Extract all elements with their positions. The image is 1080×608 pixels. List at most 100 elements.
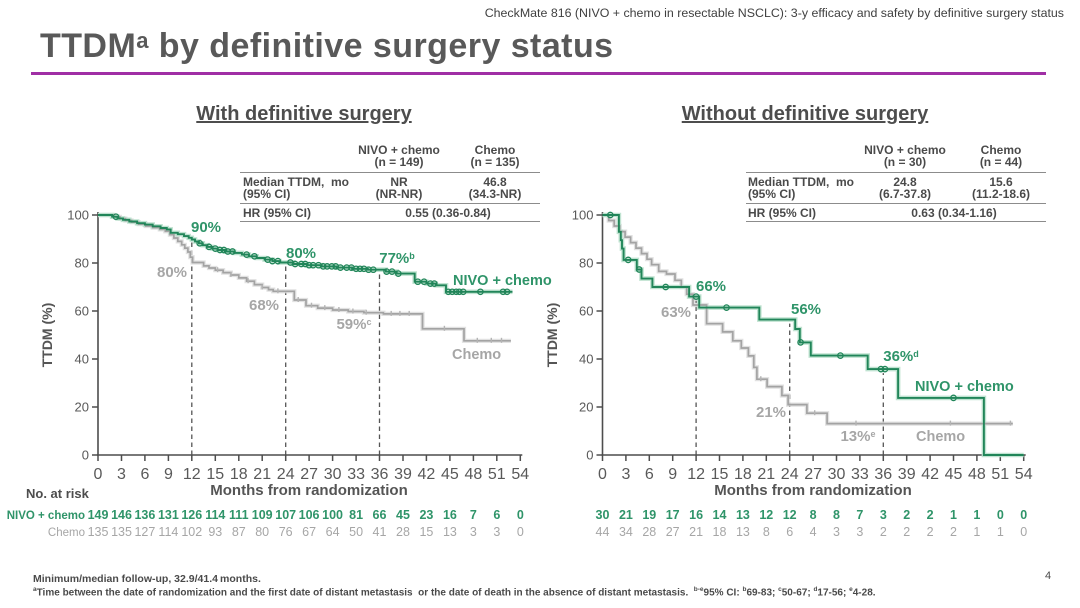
svg-text:16: 16 [443, 508, 457, 522]
svg-text:20: 20 [75, 400, 89, 415]
svg-text:15: 15 [419, 525, 433, 539]
svg-text:42: 42 [418, 466, 436, 483]
svg-text:77%b: 77%b [379, 250, 415, 267]
svg-text:80: 80 [255, 525, 269, 539]
svg-text:1: 1 [973, 508, 980, 522]
svg-text:20: 20 [579, 400, 593, 415]
svg-text:21: 21 [689, 525, 703, 539]
svg-text:51: 51 [488, 466, 506, 483]
svg-text:48: 48 [465, 466, 483, 483]
svg-text:66%: 66% [696, 278, 726, 295]
svg-text:114: 114 [158, 525, 178, 539]
svg-text:12: 12 [687, 466, 705, 483]
svg-text:17: 17 [666, 508, 680, 522]
svg-text:36: 36 [874, 466, 892, 483]
svg-text:45: 45 [441, 466, 459, 483]
svg-text:80%: 80% [157, 264, 187, 281]
svg-text:0: 0 [997, 508, 1004, 522]
svg-text:39: 39 [394, 466, 412, 483]
svg-text:13: 13 [736, 525, 750, 539]
svg-text:6: 6 [140, 466, 149, 483]
svg-text:54: 54 [511, 466, 529, 483]
svg-text:109: 109 [252, 508, 273, 522]
svg-text:44: 44 [596, 525, 610, 539]
svg-text:8: 8 [833, 508, 840, 522]
svg-text:28: 28 [396, 525, 410, 539]
svg-text:0: 0 [598, 466, 607, 483]
svg-text:1: 1 [973, 525, 980, 539]
svg-text:80: 80 [579, 256, 593, 271]
svg-text:TTDM (%): TTDM (%) [544, 303, 560, 368]
svg-text:135: 135 [88, 525, 109, 539]
svg-text:87: 87 [232, 525, 246, 539]
svg-text:6: 6 [493, 508, 500, 522]
svg-text:36: 36 [371, 466, 389, 483]
svg-text:59%c: 59%c [336, 316, 371, 333]
svg-text:111: 111 [229, 508, 249, 522]
svg-text:16: 16 [689, 508, 703, 522]
svg-text:33: 33 [851, 466, 869, 483]
svg-text:30: 30 [596, 508, 610, 522]
svg-text:28: 28 [642, 525, 656, 539]
svg-text:3: 3 [833, 525, 840, 539]
svg-text:0: 0 [1020, 508, 1027, 522]
svg-text:18: 18 [734, 466, 752, 483]
svg-text:24: 24 [277, 466, 295, 483]
svg-text:56%: 56% [791, 301, 821, 318]
svg-text:0: 0 [586, 448, 593, 463]
svg-text:51: 51 [991, 466, 1009, 483]
svg-text:TTDM (%): TTDM (%) [39, 303, 55, 368]
svg-text:81: 81 [349, 508, 363, 522]
svg-text:39: 39 [898, 466, 916, 483]
svg-text:80%: 80% [286, 245, 316, 262]
svg-text:67: 67 [302, 525, 316, 539]
svg-text:0: 0 [517, 525, 524, 539]
svg-text:12: 12 [759, 508, 773, 522]
svg-text:2: 2 [903, 525, 910, 539]
svg-text:30: 30 [324, 466, 342, 483]
svg-text:127: 127 [134, 525, 155, 539]
svg-text:3: 3 [856, 525, 863, 539]
svg-text:107: 107 [275, 508, 296, 522]
svg-text:NIVO + chemo: NIVO + chemo [453, 273, 552, 289]
svg-text:126: 126 [181, 508, 202, 522]
svg-text:13: 13 [736, 508, 750, 522]
svg-text:45: 45 [945, 466, 963, 483]
svg-text:Chemo: Chemo [916, 429, 965, 445]
svg-text:50: 50 [349, 525, 363, 539]
svg-text:3: 3 [880, 508, 887, 522]
svg-text:7: 7 [856, 508, 863, 522]
svg-text:13%e: 13%e [840, 428, 875, 445]
svg-text:68%: 68% [249, 297, 279, 314]
svg-text:66: 66 [373, 508, 387, 522]
svg-text:0: 0 [517, 508, 524, 522]
svg-text:76: 76 [279, 525, 293, 539]
svg-text:15: 15 [206, 466, 224, 483]
svg-text:33: 33 [347, 466, 365, 483]
svg-text:2: 2 [927, 508, 934, 522]
svg-text:9: 9 [668, 466, 677, 483]
svg-text:0: 0 [1020, 525, 1027, 539]
svg-text:Months from randomization: Months from randomization [210, 482, 408, 499]
svg-text:106: 106 [299, 508, 320, 522]
svg-text:90%: 90% [191, 219, 221, 236]
svg-text:102: 102 [181, 525, 202, 539]
svg-text:131: 131 [158, 508, 179, 522]
svg-text:80: 80 [75, 256, 89, 271]
svg-text:0: 0 [94, 466, 103, 483]
svg-text:NIVO + chemo: NIVO + chemo [915, 379, 1014, 395]
svg-text:100: 100 [322, 508, 343, 522]
svg-text:18: 18 [713, 525, 727, 539]
svg-text:3: 3 [117, 466, 126, 483]
svg-text:Chemo: Chemo [48, 527, 85, 539]
svg-text:21%: 21% [756, 404, 786, 421]
svg-text:14: 14 [713, 508, 727, 522]
svg-text:54: 54 [1015, 466, 1033, 483]
svg-text:135: 135 [111, 525, 132, 539]
svg-text:3: 3 [621, 466, 630, 483]
svg-text:19: 19 [642, 508, 656, 522]
svg-text:100: 100 [572, 208, 594, 223]
svg-text:Months from randomization: Months from randomization [714, 482, 912, 499]
svg-text:8: 8 [810, 508, 817, 522]
svg-text:0: 0 [82, 448, 89, 463]
